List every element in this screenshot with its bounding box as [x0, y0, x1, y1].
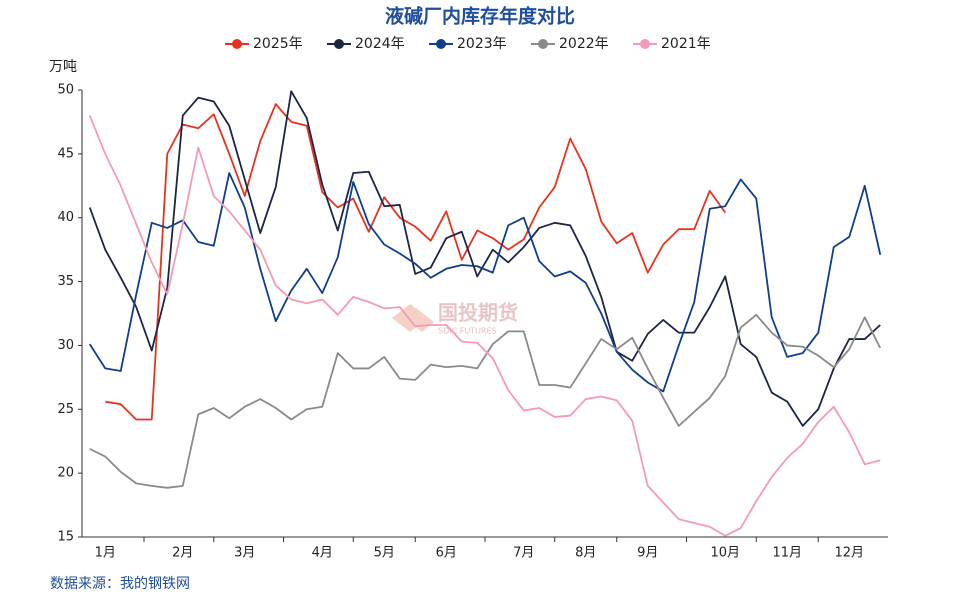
y-tick-label: 50: [57, 83, 74, 98]
x-tick-label: 1月: [95, 546, 116, 561]
legend-label: 2024年: [355, 36, 405, 52]
legend-item: 2022年: [531, 36, 609, 52]
legend-label: 2025年: [253, 36, 303, 52]
legend-marker: [640, 39, 650, 49]
x-tick-label: 6月: [436, 546, 457, 561]
x-tick-label: 7月: [513, 546, 534, 561]
watermark: 国投期货: [438, 301, 518, 325]
y-tick-label: 40: [57, 210, 74, 225]
y-tick-label: 45: [57, 146, 74, 161]
x-tick-label: 3月: [234, 546, 255, 561]
x-tick-label: 11月: [772, 546, 802, 561]
y-axis-label: 万吨: [49, 59, 77, 75]
source: 数据来源：我的钢铁网: [50, 576, 190, 592]
chart-title: 液碱厂内库存年度对比: [385, 5, 575, 28]
legend-item: 2023年: [429, 36, 507, 52]
series-line: [105, 103, 726, 421]
x-tick-label: 10月: [710, 546, 740, 561]
legend-marker: [232, 39, 242, 49]
watermark-logo: [392, 304, 434, 332]
series-line: [88, 90, 881, 427]
legend-marker: [538, 39, 548, 49]
y-tick-label: 30: [57, 338, 74, 353]
series-line: [89, 313, 882, 489]
watermark-sub: SDIC FUTURES: [438, 327, 497, 336]
legend-item: 2021年: [633, 36, 711, 52]
y-tick-label: 25: [57, 402, 74, 417]
y-tick-label: 35: [57, 274, 74, 289]
x-tick-label: 4月: [312, 546, 333, 561]
x-tick-label: 5月: [374, 546, 395, 561]
legend-item: 2025年: [225, 36, 303, 52]
x-tick-label: 2月: [172, 546, 193, 561]
x-tick-label: 12月: [834, 546, 864, 561]
x-tick-label: 8月: [575, 546, 596, 561]
series-line: [88, 172, 882, 393]
legend-label: 2022年: [559, 36, 609, 52]
legend-label: 2021年: [661, 36, 711, 52]
x-tick-label: 9月: [637, 546, 658, 561]
series-line: [88, 115, 881, 537]
legend-marker: [436, 39, 446, 49]
legend-item: 2024年: [327, 36, 405, 52]
y-tick-label: 15: [57, 530, 74, 545]
y-tick-label: 20: [57, 466, 74, 481]
legend-marker: [334, 39, 344, 49]
legend-label: 2023年: [457, 36, 507, 52]
